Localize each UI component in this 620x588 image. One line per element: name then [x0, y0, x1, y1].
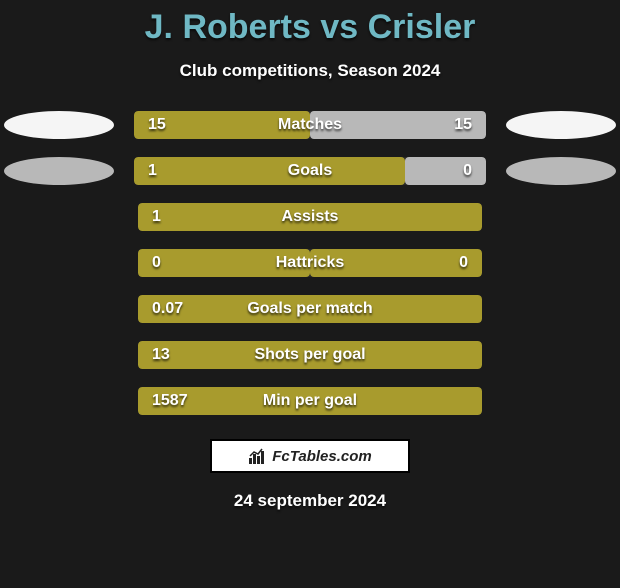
stats-container: 1515Matches10Goals1Assists00Hattricks0.0… [0, 111, 620, 415]
stat-bar: 10Goals [134, 157, 486, 185]
stat-bar-left-fill [138, 387, 482, 415]
stat-bar-left-fill [138, 249, 310, 277]
date-text: 24 september 2024 [0, 491, 620, 511]
stat-row: 1587Min per goal [0, 387, 620, 415]
stat-bar: 00Hattricks [138, 249, 482, 277]
stat-row: 10Goals [0, 157, 620, 185]
stat-left-value: 0.07 [152, 295, 183, 323]
stat-row: 0.07Goals per match [0, 295, 620, 323]
stat-right-value: 15 [454, 111, 472, 139]
player-left-marker [4, 111, 114, 139]
stat-right-value: 0 [463, 157, 472, 185]
stat-left-value: 1 [152, 203, 161, 231]
stat-bar-left-fill [138, 203, 482, 231]
stat-bar-right-fill [405, 157, 486, 185]
stat-left-value: 1 [148, 157, 157, 185]
stat-left-value: 13 [152, 341, 170, 369]
stat-bar: 1Assists [138, 203, 482, 231]
stat-bar: 1587Min per goal [138, 387, 482, 415]
footer-brand-badge: FcTables.com [210, 439, 410, 473]
stat-bar-left-fill [138, 295, 482, 323]
stat-row: 00Hattricks [0, 249, 620, 277]
stat-bar-right-fill [310, 249, 482, 277]
chart-icon [248, 448, 266, 464]
stat-bar: 0.07Goals per match [138, 295, 482, 323]
stat-left-value: 0 [152, 249, 161, 277]
stat-bar-left-fill [134, 157, 405, 185]
player-left-marker [4, 157, 114, 185]
page-subtitle: Club competitions, Season 2024 [0, 61, 620, 81]
player-right-marker [506, 111, 616, 139]
page-title: J. Roberts vs Crisler [0, 8, 620, 47]
stat-left-value: 1587 [152, 387, 188, 415]
stat-row: 1Assists [0, 203, 620, 231]
stat-bar-left-fill [138, 341, 482, 369]
player-right-marker [506, 157, 616, 185]
footer-brand-text: FcTables.com [272, 448, 371, 465]
stat-row: 1515Matches [0, 111, 620, 139]
stat-bar: 1515Matches [134, 111, 486, 139]
stat-row: 13Shots per goal [0, 341, 620, 369]
stat-right-value: 0 [459, 249, 468, 277]
stat-left-value: 15 [148, 111, 166, 139]
stat-bar: 13Shots per goal [138, 341, 482, 369]
